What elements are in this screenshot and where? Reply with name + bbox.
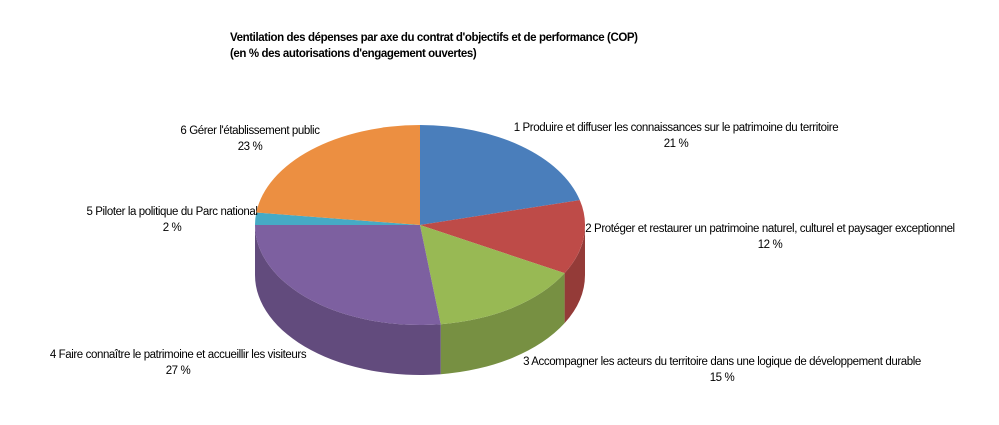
slice xyxy=(420,200,585,274)
slice-value-label: 2 % xyxy=(163,222,182,234)
slice-side xyxy=(440,273,565,375)
slice-value-label: 23 % xyxy=(238,141,263,153)
slice-label: 1 Produire et diffuser les connaissances… xyxy=(514,122,838,134)
slice xyxy=(420,125,580,225)
slice xyxy=(255,212,420,225)
slice-value-label: 12 % xyxy=(758,239,783,251)
slice xyxy=(255,225,441,325)
slice-label: 2 Protéger et restaurer un patrimoine na… xyxy=(585,223,954,235)
slice xyxy=(420,225,565,325)
chart-title: Ventilation des dépenses par axe du cont… xyxy=(230,32,638,44)
slice-side xyxy=(255,225,441,375)
slice xyxy=(256,125,420,225)
slice-label: 6 Gérer l'établissement public xyxy=(180,125,320,137)
slice-label: 3 Accompagner les acteurs du territoire … xyxy=(523,356,921,368)
slice-value-label: 15 % xyxy=(710,372,735,384)
slice-side xyxy=(564,225,585,324)
slice-label: 5 Piloter la politique du Parc national xyxy=(86,206,257,218)
slice-value-label: 27 % xyxy=(166,365,191,377)
slice-label: 4 Faire connaître le patrimoine et accue… xyxy=(50,349,307,361)
slice-value-label: 21 % xyxy=(664,138,689,150)
chart-subtitle: (en % des autorisations d'engagement ouv… xyxy=(230,48,477,60)
